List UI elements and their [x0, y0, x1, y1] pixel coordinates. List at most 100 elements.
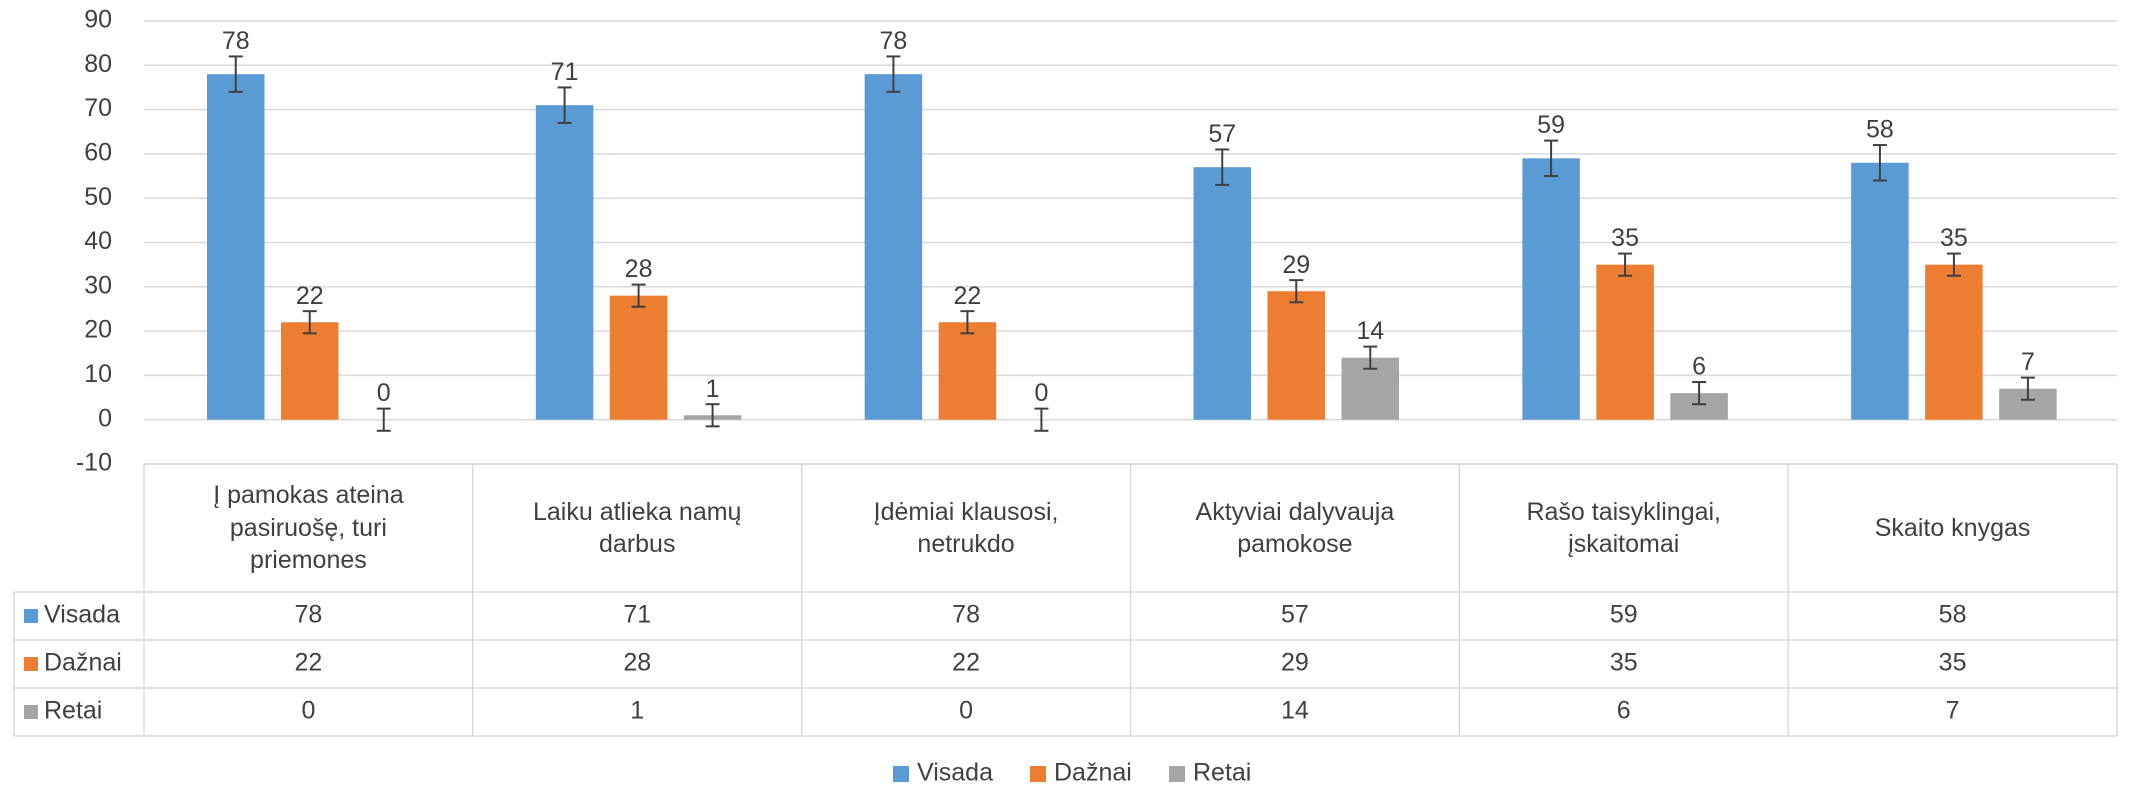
data-label: 58	[1866, 116, 1894, 144]
data-label: 14	[1356, 317, 1384, 345]
legend-label: Dažnai	[1054, 759, 1132, 787]
error-bar	[1544, 139, 1559, 178]
data-label: 57	[1208, 120, 1236, 148]
error-bar	[2020, 376, 2035, 401]
y-tick-label: 50	[84, 183, 112, 211]
category-label: Įdėmiai klausosi, netrukdo	[873, 497, 1059, 559]
error-bar	[886, 55, 901, 93]
error-bar	[228, 55, 243, 93]
y-tick-label: 60	[84, 139, 112, 167]
error-bar	[1946, 252, 1961, 277]
data-label: 35	[1611, 224, 1639, 252]
bar	[207, 74, 265, 420]
error-bar	[1034, 407, 1049, 432]
table-value: 1	[630, 697, 644, 725]
y-tick-label: 10	[84, 360, 112, 388]
error-bar	[557, 86, 572, 124]
category-cell: Įdėmiai klausosi, netrukdo	[873, 497, 1059, 559]
table-value: 22	[952, 649, 980, 677]
y-tick-label: -10	[76, 449, 112, 477]
error-bar	[376, 407, 391, 432]
table-value: 14	[1281, 697, 1309, 725]
data-label: 29	[1282, 251, 1310, 279]
table-value: 28	[623, 649, 651, 677]
data-label: 35	[1940, 224, 1968, 252]
table-value: 0	[959, 697, 973, 725]
legend-label: Visada	[917, 759, 993, 787]
error-bar	[1289, 279, 1304, 304]
table-value: 22	[295, 649, 323, 677]
data-label: 28	[625, 255, 653, 283]
error-bar	[1215, 148, 1230, 186]
y-tick-label: 70	[84, 94, 112, 122]
bar	[535, 105, 594, 420]
category-label: Laiku atlieka namų darbus	[533, 497, 742, 559]
bar	[1193, 167, 1251, 420]
category-label: Aktyviai dalyvauja pamokose	[1195, 497, 1395, 559]
bar	[938, 322, 997, 420]
table-value: 78	[952, 601, 980, 629]
data-label: 6	[1692, 353, 1706, 381]
y-tick-label: 90	[84, 6, 112, 34]
bar	[1522, 158, 1580, 420]
error-bar	[1692, 381, 1707, 406]
y-tick-label: 0	[98, 404, 112, 432]
y-tick-label: 40	[84, 227, 112, 255]
table-value: 78	[295, 601, 323, 629]
table-value: 71	[623, 601, 651, 629]
legend-key	[24, 657, 38, 671]
data-label: 78	[880, 27, 908, 55]
legend-key	[1030, 766, 1046, 782]
table-series-name: Visada	[44, 601, 120, 629]
table-value: 57	[1281, 601, 1309, 629]
data-label: 1	[706, 375, 720, 403]
error-bar	[960, 310, 975, 335]
bar	[1267, 291, 1325, 420]
bar	[1851, 162, 1909, 420]
table-value: 7	[1946, 697, 1960, 725]
data-label: 22	[954, 282, 982, 310]
table-value: 58	[1939, 601, 1967, 629]
data-label: 0	[1034, 379, 1048, 407]
category-cell: Laiku atlieka namų darbus	[533, 497, 742, 559]
bar	[864, 74, 923, 420]
category-cell: Skaito knygas	[1874, 513, 2031, 542]
data-label: 59	[1537, 111, 1565, 139]
table-value: 0	[301, 697, 315, 725]
category-cell: Į pamokas ateina pasiruošę, turi priemon…	[213, 481, 404, 575]
table-series-name: Retai	[44, 697, 102, 725]
error-bar	[302, 310, 317, 335]
bar	[609, 295, 668, 420]
error-bar	[1618, 252, 1633, 277]
table-value: 35	[1610, 649, 1638, 677]
bar	[1925, 264, 1983, 420]
error-bar	[631, 283, 646, 308]
data-label: 22	[296, 282, 324, 310]
error-bar	[705, 403, 720, 428]
category-label: Rašo taisyklingai, įskaitomai	[1526, 497, 1721, 559]
table-value: 29	[1281, 649, 1309, 677]
legend-key	[1169, 766, 1185, 782]
legend-key	[893, 766, 909, 782]
y-tick-label: 80	[84, 50, 112, 78]
category-label: Į pamokas ateina pasiruošę, turi priemon…	[213, 481, 404, 575]
category-cell: Aktyviai dalyvauja pamokose	[1195, 497, 1395, 559]
category-cell: Rašo taisyklingai, įskaitomai	[1526, 497, 1721, 559]
data-label: 0	[377, 379, 391, 407]
table-value: 35	[1939, 649, 1967, 677]
data-label: 7	[2021, 348, 2035, 376]
y-tick-label: 30	[84, 271, 112, 299]
y-tick-label: 20	[84, 316, 112, 344]
bar	[1596, 264, 1654, 420]
data-label: 71	[551, 58, 579, 86]
table-value: 59	[1610, 601, 1638, 629]
legend-key	[24, 609, 38, 623]
table-value: 6	[1617, 697, 1631, 725]
legend-key	[24, 705, 38, 719]
data-label: 78	[222, 27, 250, 55]
error-bar	[1363, 345, 1378, 370]
error-bar	[1872, 144, 1887, 182]
category-label: Skaito knygas	[1874, 513, 2031, 542]
bar	[281, 322, 339, 420]
